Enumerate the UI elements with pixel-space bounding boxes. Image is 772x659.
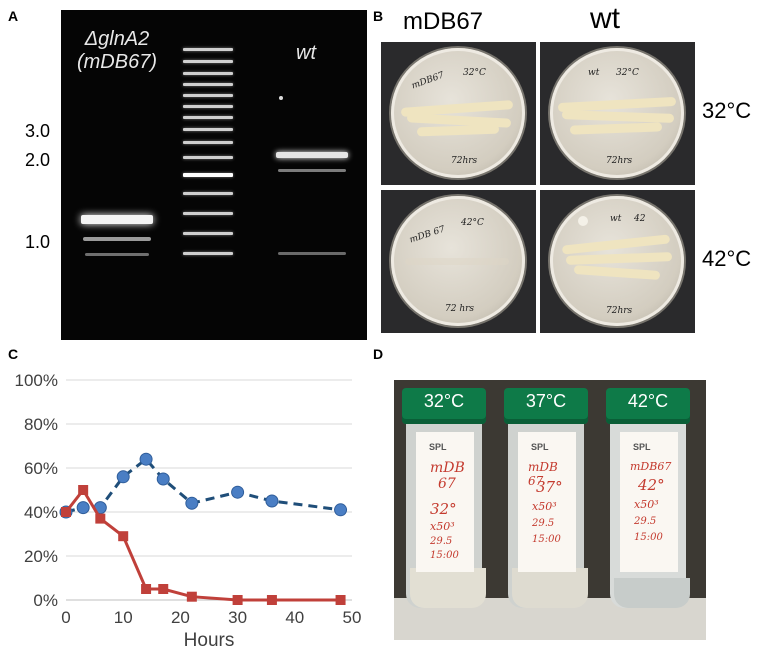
ladder-band — [183, 141, 233, 144]
data-point — [232, 595, 243, 605]
wt-faint-band — [278, 169, 346, 172]
wt-faint-band — [278, 252, 346, 255]
ladder-band — [183, 192, 233, 195]
series-line — [65, 457, 341, 514]
data-point — [185, 496, 199, 510]
culture-tubes-photo: SPL mDB 67 32° x50³ 29.5 15:00 32°C SPL … — [394, 380, 706, 640]
y-tick-label: 100% — [15, 371, 58, 390]
no-growth-streak — [405, 258, 509, 265]
tube-cap: 42°C — [606, 388, 690, 424]
row-label-42c: 42°C — [702, 246, 752, 271]
plate-mutant-42c: mDB 67 42°C 72 hrs — [381, 190, 536, 333]
panel-label-c: C — [8, 346, 19, 362]
mutant-faint-band — [83, 237, 151, 241]
ladder-band — [183, 94, 233, 97]
size-marker-2kb: 2.0 — [24, 150, 50, 170]
ladder-band — [183, 83, 233, 86]
lane-label-wt: wt — [296, 42, 316, 64]
ladder-band — [183, 252, 233, 255]
turbid-culture — [410, 568, 486, 608]
x-tick-label: 10 — [114, 608, 133, 627]
ladder-band — [183, 156, 233, 159]
colony-streak — [561, 110, 675, 123]
data-point — [158, 584, 169, 594]
colony-dot — [578, 216, 588, 226]
data-point — [95, 513, 106, 524]
data-point — [76, 501, 90, 515]
plate-mutant-32c: mDB67 32°C 72hrs — [381, 42, 536, 185]
ladder-band — [183, 116, 233, 119]
ladder-band — [183, 212, 233, 215]
data-point — [186, 591, 197, 602]
x-tick-label: 30 — [228, 608, 247, 627]
colony-streak — [569, 122, 663, 135]
data-point — [116, 470, 130, 484]
x-tick-label: 40 — [285, 608, 304, 627]
turbid-culture — [512, 568, 588, 608]
data-point — [156, 472, 170, 486]
ladder-band — [183, 232, 233, 235]
agarose-gel-image: ΔglnA2 (mDB67) wt — [61, 10, 367, 340]
colony-streak — [561, 234, 671, 255]
panel-label-d: D — [373, 346, 384, 362]
clear-medium — [614, 578, 690, 608]
tube-37c: SPL mDB 67 37° x50³ 29.5 15:00 37°C — [504, 388, 588, 608]
data-point — [61, 507, 71, 517]
data-point — [78, 485, 89, 495]
plate-wt-42c: wt 42 72hrs — [540, 190, 695, 333]
wt-main-band — [276, 152, 348, 158]
data-point — [139, 452, 153, 466]
data-point — [231, 485, 245, 499]
panel-label-b: B — [373, 8, 384, 24]
lane-label-mutant: ΔglnA2 (mDB67) — [76, 28, 157, 73]
tube-cap: 32°C — [402, 388, 486, 424]
column-label-mutant: mDB67 — [403, 8, 484, 35]
mutant-faint-band — [85, 253, 149, 256]
plate-wt-32c: wt 32°C 72hrs — [540, 42, 695, 185]
y-tick-label: 40% — [24, 503, 58, 522]
y-tick-label: 0% — [33, 591, 58, 610]
colony-streak — [565, 252, 673, 265]
ladder-band — [183, 48, 233, 51]
data-point — [141, 584, 152, 594]
ladder-band — [183, 128, 233, 131]
data-point — [265, 494, 279, 508]
series-line — [64, 487, 341, 602]
colony-streak — [416, 124, 500, 137]
data-point — [266, 595, 277, 605]
tube-42c: SPL mDB67 42° x50³ 29.5 15:00 42°C — [606, 388, 690, 608]
mutant-main-band — [81, 215, 153, 224]
row-label-32c: 32°C — [702, 98, 752, 123]
data-point — [118, 531, 129, 542]
data-point — [335, 595, 346, 605]
gel-speck — [279, 96, 283, 100]
x-tick-label: 20 — [171, 608, 190, 627]
size-marker-1kb: 1.0 — [24, 232, 50, 252]
ladder-band — [183, 173, 233, 177]
y-tick-label: 80% — [24, 415, 58, 434]
x-tick-label: 0 — [61, 608, 70, 627]
y-tick-label: 60% — [24, 459, 58, 478]
y-tick-label: 20% — [24, 547, 58, 566]
x-axis-label: Hours — [184, 630, 235, 651]
tube-32c: SPL mDB 67 32° x50³ 29.5 15:00 32°C — [402, 388, 486, 608]
tube-cap: 37°C — [504, 388, 588, 424]
colony-streak — [573, 265, 661, 280]
ladder-band — [183, 72, 233, 75]
column-label-wt: wt — [590, 2, 620, 35]
ladder-band — [183, 105, 233, 108]
size-marker-3kb: 3.0 — [24, 121, 50, 141]
data-point — [334, 503, 348, 517]
line-chart: 0% 20% 40% 60% 80% 100% 0 10 20 30 40 50 Hours — [15, 371, 362, 651]
x-tick-label: 50 — [343, 608, 362, 627]
panel-label-a: A — [8, 8, 19, 24]
ladder-band — [183, 60, 233, 63]
